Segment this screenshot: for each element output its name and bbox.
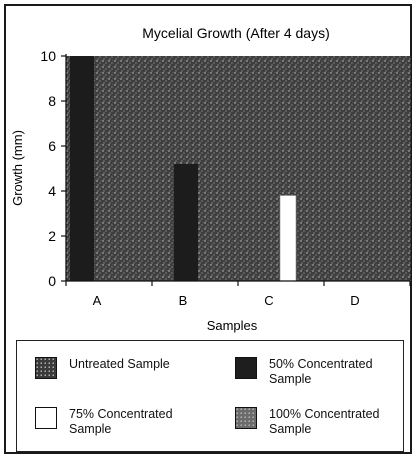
legend-item-75: 75% Concentrated Sample: [35, 407, 189, 437]
y-tick-label: 10: [40, 48, 56, 64]
bar-chart: Mycelial Growth (After 4 days) Growth (m…: [10, 25, 411, 333]
legend-item-untreated: Untreated Sample: [35, 357, 189, 379]
legend-label: Untreated Sample: [69, 357, 170, 371]
bar-50pct-B: [174, 164, 198, 281]
figure-frame: [4, 4, 412, 454]
axes: 0 2 4 6 8 10 A B C D: [40, 48, 411, 308]
x-tick-label-A: A: [93, 293, 102, 308]
legend-label: 75% Concentrated Sample: [69, 407, 173, 436]
bar-75pct-C: [279, 195, 297, 282]
x-tick-label-C: C: [264, 293, 273, 308]
y-tick-label: 0: [48, 273, 56, 289]
x-tick-label-B: B: [179, 293, 188, 308]
bar-50pct-A: [70, 56, 94, 281]
bar-background-D: [324, 56, 411, 281]
chart-title: Mycelial Growth (After 4 days): [142, 25, 330, 41]
legend-swatch-100: [235, 407, 257, 429]
plot-area: [66, 56, 411, 282]
y-axis-label: Growth (mm): [10, 130, 25, 206]
y-tick-label: 2: [48, 228, 56, 244]
legend: Untreated Sample 50% Concentrated Sample…: [16, 340, 404, 452]
y-tick-label: 6: [48, 138, 56, 154]
legend-item-100: 100% Concentrated Sample: [235, 407, 389, 437]
legend-label: 100% Concentrated Sample: [269, 407, 380, 436]
x-axis-label: Samples: [207, 318, 258, 333]
legend-swatch-75: [35, 407, 57, 429]
x-tick-label-D: D: [350, 293, 359, 308]
legend-item-50: 50% Concentrated Sample: [235, 357, 389, 387]
legend-label: 50% Concentrated Sample: [269, 357, 373, 386]
legend-swatch-50: [235, 357, 257, 379]
legend-swatch-untreated: [35, 357, 57, 379]
y-tick-label: 8: [48, 93, 56, 109]
y-tick-label: 4: [48, 183, 56, 199]
